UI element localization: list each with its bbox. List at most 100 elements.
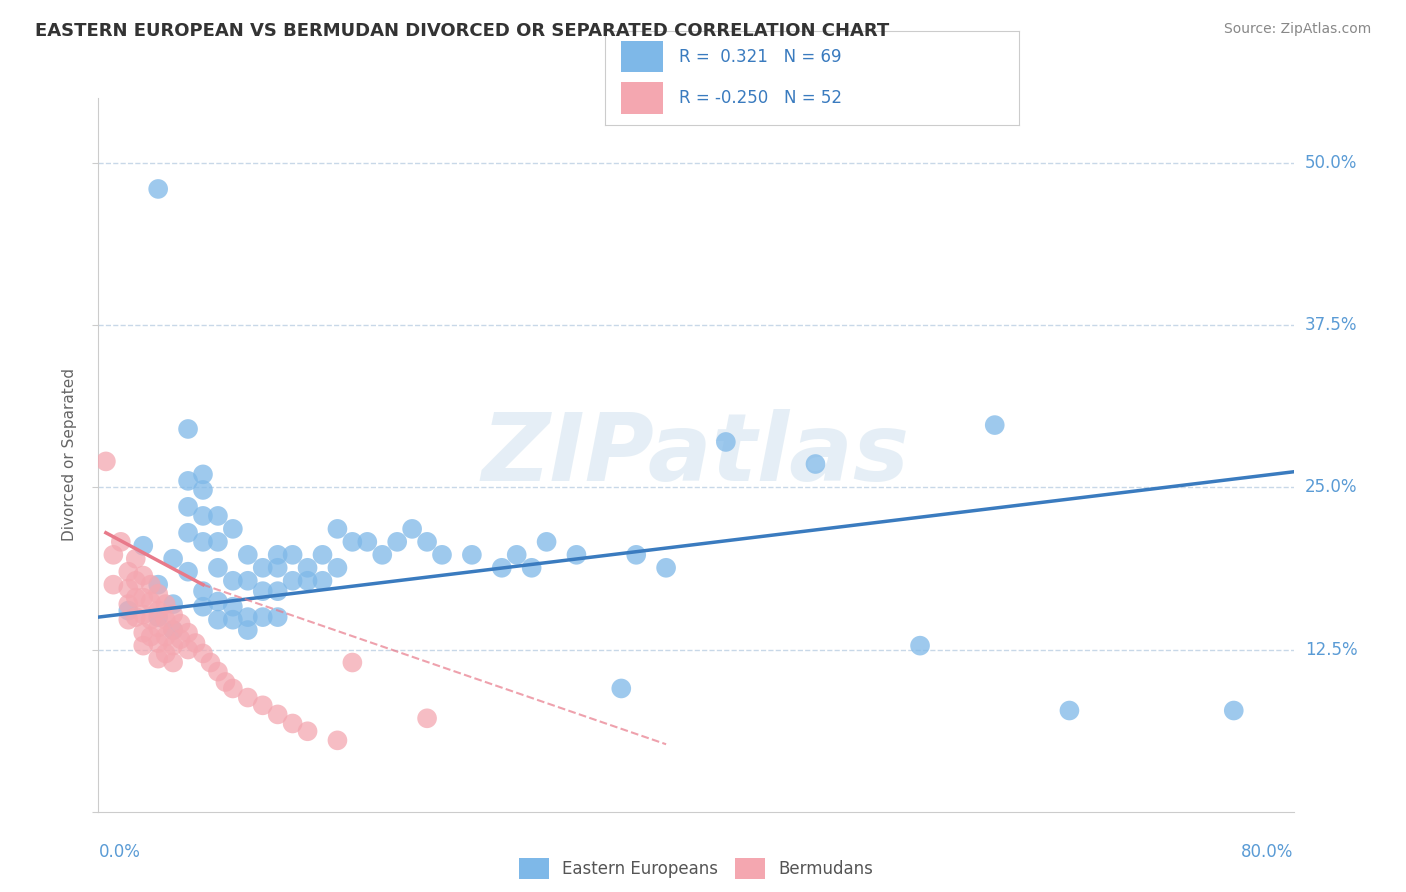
Point <box>326 733 349 747</box>
Point <box>162 623 184 637</box>
Point <box>491 561 513 575</box>
Text: ZIPatlas: ZIPatlas <box>482 409 910 501</box>
Point <box>430 548 453 562</box>
Point <box>236 610 259 624</box>
Point <box>125 591 148 605</box>
Point <box>1223 704 1246 718</box>
Point <box>125 551 148 566</box>
Point <box>714 434 737 449</box>
Point <box>177 422 200 436</box>
Point <box>371 548 394 562</box>
Point <box>342 656 364 670</box>
Point <box>804 457 827 471</box>
Point <box>191 508 214 523</box>
Point <box>155 630 177 644</box>
Point <box>267 707 290 722</box>
Point <box>169 616 191 631</box>
Text: R =  0.321   N = 69: R = 0.321 N = 69 <box>679 47 842 65</box>
Point <box>461 548 484 562</box>
Point <box>207 594 229 608</box>
Point <box>132 568 155 582</box>
Point <box>207 665 229 679</box>
Point <box>148 182 170 196</box>
Point <box>148 577 170 591</box>
Point <box>520 561 543 575</box>
Text: 25.0%: 25.0% <box>1305 478 1357 496</box>
Point <box>222 681 245 696</box>
Point <box>177 625 200 640</box>
Point <box>207 613 229 627</box>
Point <box>125 610 148 624</box>
Point <box>222 599 245 614</box>
Point <box>103 548 125 562</box>
Point <box>191 599 214 614</box>
Point <box>117 613 139 627</box>
Point <box>236 690 259 705</box>
Text: EASTERN EUROPEAN VS BERMUDAN DIVORCED OR SEPARATED CORRELATION CHART: EASTERN EUROPEAN VS BERMUDAN DIVORCED OR… <box>35 22 890 40</box>
Point <box>191 467 214 482</box>
Point <box>311 548 333 562</box>
Point <box>267 584 290 599</box>
Point <box>222 574 245 588</box>
Point <box>139 613 162 627</box>
Point <box>983 418 1005 433</box>
Point <box>148 651 170 665</box>
Point <box>236 623 259 637</box>
Point <box>117 582 139 596</box>
Point <box>565 548 588 562</box>
Point <box>177 565 200 579</box>
Point <box>214 675 236 690</box>
Point <box>148 604 170 618</box>
Point <box>506 548 529 562</box>
Point <box>117 597 139 611</box>
Point <box>125 574 148 588</box>
Point <box>281 716 304 731</box>
Bar <box>621 82 662 113</box>
Point <box>416 711 439 725</box>
Point <box>110 534 132 549</box>
Point <box>177 474 200 488</box>
Point <box>267 548 290 562</box>
Point <box>117 565 139 579</box>
Point <box>416 534 439 549</box>
Point <box>326 522 349 536</box>
Point <box>162 656 184 670</box>
Point <box>148 620 170 634</box>
Point <box>191 584 214 599</box>
Point <box>155 647 177 661</box>
Point <box>184 636 207 650</box>
Point <box>155 597 177 611</box>
Point <box>655 561 678 575</box>
Point <box>267 561 290 575</box>
Point <box>236 574 259 588</box>
Point <box>177 500 200 514</box>
Point <box>162 639 184 653</box>
Point <box>139 577 162 591</box>
Point <box>177 525 200 540</box>
Point <box>610 681 633 696</box>
Text: Source: ZipAtlas.com: Source: ZipAtlas.com <box>1223 22 1371 37</box>
Point <box>222 613 245 627</box>
Point <box>148 610 170 624</box>
Point <box>139 630 162 644</box>
Point <box>311 574 333 588</box>
Text: 50.0%: 50.0% <box>1305 154 1357 172</box>
Point <box>162 623 184 637</box>
Point <box>536 534 558 549</box>
Point <box>207 561 229 575</box>
Point <box>132 639 155 653</box>
Point <box>191 483 214 497</box>
Point <box>342 534 364 549</box>
Point <box>200 656 222 670</box>
Point <box>297 724 319 739</box>
Point <box>281 574 304 588</box>
Point <box>207 534 229 549</box>
Point <box>1059 704 1081 718</box>
Point <box>148 587 170 601</box>
Point <box>132 591 155 605</box>
Point <box>624 548 647 562</box>
Point <box>117 604 139 618</box>
Point <box>162 551 184 566</box>
Point <box>207 508 229 523</box>
Text: 0.0%: 0.0% <box>98 843 141 861</box>
